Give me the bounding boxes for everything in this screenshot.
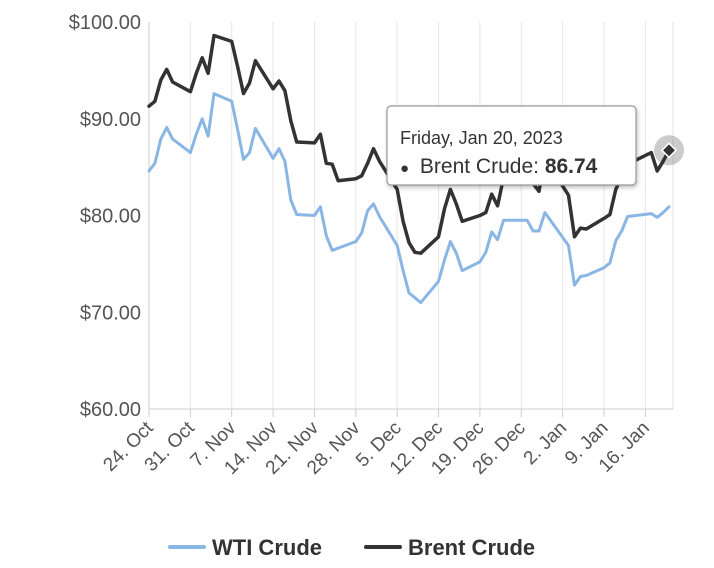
x-tick-label: 2. Jan [520, 418, 571, 469]
tooltip-date: Friday, Jan 20, 2023 [400, 128, 563, 148]
tooltip-value-line: ● Brent Crude: 86.74 [400, 155, 598, 178]
series-lines [147, 33, 671, 305]
tooltip-value: 86.74 [545, 155, 598, 178]
y-tick-label: $90.00 [80, 109, 141, 131]
grid [189, 22, 674, 409]
legend-label-brent: Brent Crude [408, 535, 535, 560]
y-tick-label: $80.00 [80, 206, 141, 228]
series-line-brent [147, 33, 671, 255]
hover-marker [654, 135, 684, 166]
legend: WTI Crude Brent Crude [168, 535, 535, 560]
tooltip-series-label: Brent Crude: [420, 155, 545, 178]
legend-label-wti: WTI Crude [212, 535, 322, 560]
tooltip: Friday, Jan 20, 2023 ● Brent Crude: 86.7… [386, 105, 637, 186]
y-tick-label: $60.00 [80, 399, 141, 421]
y-tick-label: $100.00 [69, 12, 141, 34]
y-tick-label: $70.00 [80, 302, 141, 324]
axes [148, 22, 673, 417]
legend-item-wti[interactable]: WTI Crude [168, 535, 322, 560]
tooltip-box [386, 105, 637, 186]
tooltip-bullet: ● [400, 160, 409, 177]
y-axis-labels: $60.00 $70.00 $80.00 $90.00 $100.00 [69, 12, 141, 421]
hover-point-marker[interactable] [660, 142, 678, 159]
series-line-wti [147, 92, 671, 305]
legend-item-brent[interactable]: Brent Crude [364, 535, 535, 560]
